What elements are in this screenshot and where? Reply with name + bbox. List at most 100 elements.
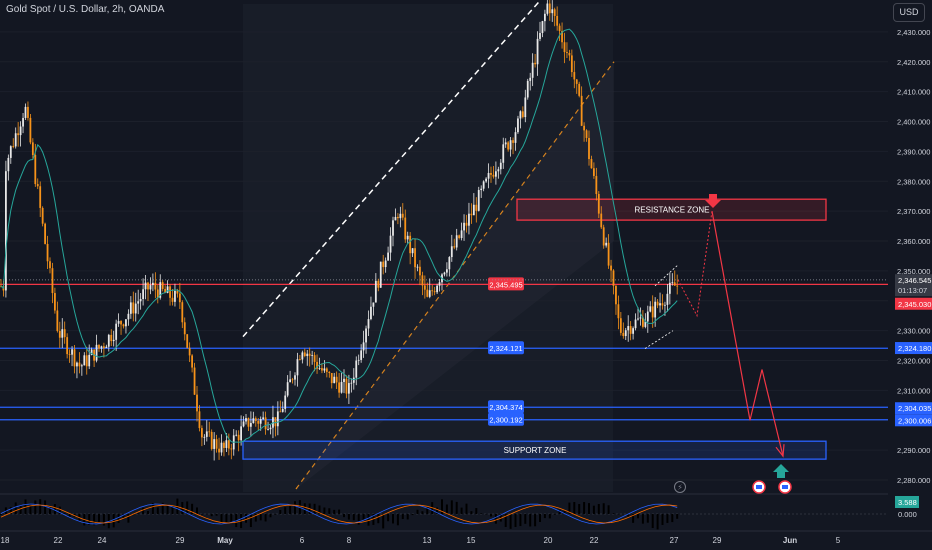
candle-body (521, 111, 524, 118)
price-axis-tag (895, 297, 932, 310)
symbol-title[interactable]: Gold Spot / U.S. Dollar, 2h, OANDA (6, 4, 165, 15)
level-tag (488, 341, 524, 355)
candle-body (31, 142, 34, 155)
channel-lower-line (295, 61, 615, 490)
candle-body (519, 111, 522, 119)
candle-body (514, 132, 517, 143)
candle-body (193, 367, 196, 395)
candle-body (323, 368, 326, 371)
candle-body (279, 411, 282, 413)
candle-body (17, 133, 20, 136)
candle-body (578, 83, 581, 96)
candle-body (593, 168, 595, 176)
candle-body (399, 213, 402, 219)
candle-body (487, 172, 490, 179)
osc-bar (382, 514, 385, 529)
candle-body (340, 381, 343, 393)
candle-body (482, 181, 485, 189)
candle-body (9, 146, 12, 158)
osc-bar (637, 514, 639, 519)
time-tick-label: 13 (423, 536, 432, 545)
candle-body (426, 289, 429, 297)
projection-path (644, 194, 789, 478)
osc-bar (4, 507, 7, 514)
candle-body (531, 62, 534, 78)
price-axis[interactable]: 2,280.0002,290.0002,300.0002,310.0002,32… (888, 0, 932, 550)
osc-value-label: 3.588 (898, 498, 917, 507)
osc-bar (470, 511, 473, 514)
price-tick-label: 2,360.000 (897, 237, 930, 246)
candle-body (539, 32, 541, 39)
osc-bar (298, 500, 301, 514)
candle-body (107, 334, 110, 347)
candle-body (88, 354, 91, 367)
time-axis[interactable]: 18 22 24 29 May 6 8 13 15 20 22 27 29 Jun 5 (0, 530, 932, 550)
osc-bar (416, 509, 419, 514)
candle-body (110, 334, 113, 342)
candle-body (318, 368, 321, 369)
osc-bar (44, 500, 47, 514)
candle-body (19, 126, 22, 136)
oscillator-pane (0, 498, 888, 530)
price-axis-tag-label: 2,324.180 (898, 344, 931, 353)
candle-body (534, 62, 536, 65)
time-tick-label: 6 (300, 536, 305, 545)
candle-body (269, 427, 272, 430)
candle-body (95, 344, 98, 361)
candle-body (49, 261, 51, 269)
osc-bar (269, 514, 272, 518)
osc-bar (196, 507, 198, 514)
osc-bar (553, 514, 556, 515)
candle-body (509, 140, 512, 150)
candle-body (105, 346, 108, 349)
time-tick-label: 5 (836, 536, 841, 545)
candle-body (149, 285, 152, 290)
osc-bar (333, 509, 336, 514)
price-tick-label: 2,370.000 (897, 207, 930, 216)
candle-body (676, 285, 679, 287)
candle-body (470, 213, 473, 216)
candle-body (174, 290, 176, 302)
wedge-upper (654, 264, 679, 287)
candle-body (29, 117, 32, 143)
osc-bar (367, 514, 370, 526)
time-tick-label: 18 (1, 536, 10, 545)
candle-body (597, 193, 600, 214)
candle-body (39, 186, 42, 208)
support-zone (242, 440, 827, 460)
candle-body (573, 72, 576, 80)
osc-bar (504, 514, 507, 527)
candle-body (553, 9, 556, 16)
osc-bar (460, 507, 463, 514)
candle-body (617, 304, 620, 319)
osc-bar (588, 503, 590, 514)
osc-bar (186, 501, 189, 514)
currency-button[interactable]: USD (893, 3, 925, 22)
candle-body (639, 317, 642, 319)
candle-body (83, 355, 86, 366)
candle-body (595, 175, 598, 194)
candle-body (27, 106, 29, 118)
candle-body (544, 13, 546, 22)
osc-bar (29, 503, 32, 514)
candle-body (583, 125, 585, 131)
projection-line (711, 211, 784, 457)
level-tag-label: 2,324.121 (489, 344, 522, 353)
time-tick-label: 8 (347, 536, 352, 545)
candle-body (181, 302, 184, 323)
osc-bar (303, 503, 306, 514)
candle-body (98, 344, 100, 349)
candle-body (73, 349, 76, 367)
osc-bar (14, 502, 17, 514)
candle-body (134, 303, 137, 314)
candle-body (536, 38, 539, 65)
price-tick-label: 2,320.000 (897, 357, 930, 366)
osc-bar (627, 514, 630, 517)
projection-dotted (677, 211, 713, 318)
candle-body (301, 352, 304, 360)
candle-body (433, 291, 436, 293)
candle-body (343, 378, 345, 382)
level-tag (488, 412, 524, 426)
time-tick-label: 24 (98, 536, 107, 545)
